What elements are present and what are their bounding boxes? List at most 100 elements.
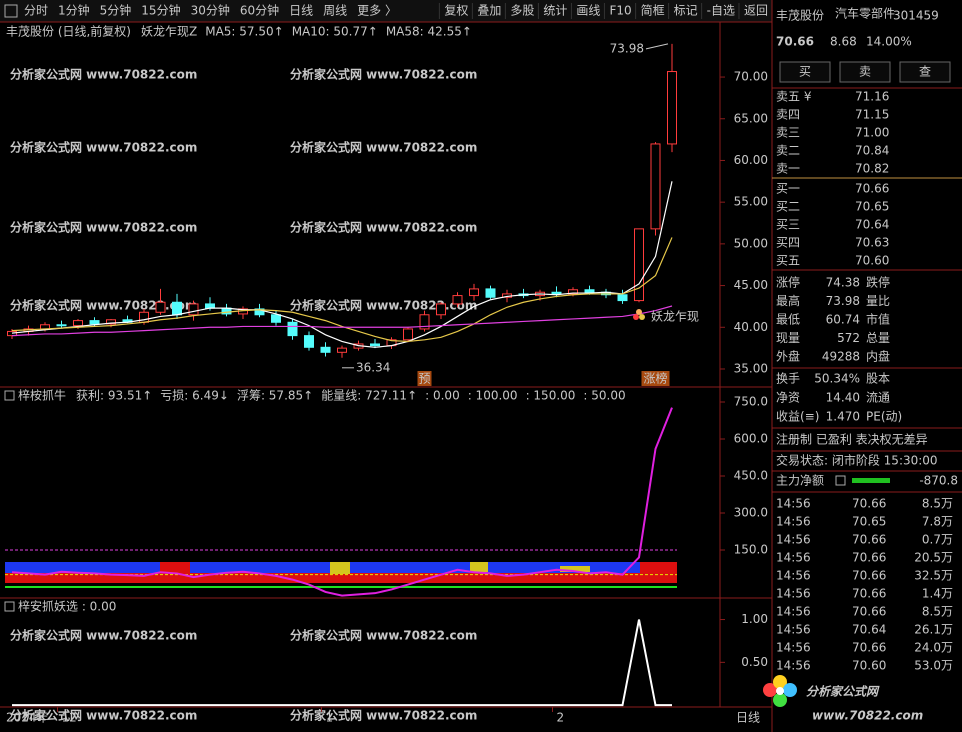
band (640, 562, 677, 583)
marker: 涨榜 (643, 371, 667, 386)
trade-time: 14:56 (776, 551, 811, 565)
candle-body (617, 294, 628, 302)
flow-label: 主力净额 (776, 474, 824, 488)
legend-item: 能量线: 727.11↑ (321, 389, 417, 403)
toolbar-button[interactable]: 15分钟 (141, 3, 180, 18)
legend-item: : 0.00 (425, 389, 460, 403)
toolbar-button[interactable]: F10 (609, 4, 631, 18)
legend-item: : 100.00 (468, 389, 518, 403)
toolbar-button[interactable]: 叠加 (477, 4, 501, 18)
y-tick-label: 0.50 (741, 655, 768, 669)
toolbar-button[interactable]: 多股 (510, 4, 534, 18)
trade-button-label[interactable]: 买 (799, 65, 811, 79)
stat-value: 60.74 (826, 313, 860, 327)
toolbar-button[interactable]: 更多 〉 (357, 4, 397, 18)
watermark: 分析家公式网 www.70822.com (290, 220, 477, 235)
trade-button-label[interactable]: 查 (919, 65, 931, 79)
legend-item: MA10: 50.77↑ (292, 25, 378, 39)
stat-label: 现量 (776, 331, 800, 345)
watermark: 分析家公式网 www.70822.com (10, 220, 197, 235)
candle-body (436, 303, 446, 316)
candle-body (89, 320, 100, 325)
candle-body (287, 321, 298, 337)
order-label: 买一 (776, 182, 800, 196)
watermark: 分析家公式网 www.70822.com (10, 628, 197, 643)
trade-button-label[interactable]: 卖 (859, 65, 871, 79)
order-label: 卖二 (776, 144, 800, 158)
legend-item: 浮筹: 57.85↑ (237, 389, 313, 403)
toolbar-button[interactable]: -自选 (707, 4, 735, 18)
toolbar-button[interactable]: 5分钟 (100, 3, 132, 18)
trade-time: 14:56 (776, 515, 811, 529)
trade-time: 14:56 (776, 623, 811, 637)
legend-item: : 50.00 (583, 389, 625, 403)
trade-volume: 1.4万 (922, 587, 953, 601)
order-label: 卖四 (776, 108, 800, 122)
candle-body (172, 301, 182, 316)
watermark: 分析家公式网 www.70822.com (290, 67, 477, 82)
toolbar-button[interactable]: 统计 (543, 4, 567, 18)
stat-value: 572 (837, 331, 860, 345)
toolbar-button[interactable]: 标记 (674, 4, 698, 18)
trade-button[interactable] (899, 61, 951, 83)
toolbar-button[interactable]: 分时 (24, 4, 48, 18)
trade-price: 70.66 (852, 569, 886, 583)
trade-price: 70.60 (852, 659, 886, 673)
trade-price: 70.66 (852, 641, 886, 655)
watermark: 分析家公式网 www.70822.com (290, 628, 477, 643)
toolbar-button[interactable]: 画线 (576, 4, 600, 18)
legend-item: MA5: 57.50↑ (205, 25, 283, 39)
change-pct: 14.00% (866, 35, 912, 49)
signal-icon (639, 314, 645, 320)
trade-price: 70.66 (852, 605, 886, 619)
panel-icon[interactable] (4, 390, 15, 401)
toolbar-button[interactable]: 60分钟 (240, 3, 279, 18)
candle-body (271, 314, 281, 323)
toolbar-button[interactable]: 简框 (641, 4, 665, 18)
candle-body (634, 228, 644, 302)
candle-body (584, 289, 595, 293)
toolbar-button[interactable]: 复权 (444, 4, 468, 18)
order-price: 70.60 (855, 254, 889, 268)
logo-url: www.70822.com (812, 709, 923, 723)
toolbar-button[interactable]: 1分钟 (58, 3, 90, 18)
candle-body (403, 328, 413, 341)
panel-icon[interactable] (4, 601, 15, 612)
watermarks: 分析家公式网 www.70822.com 分析家公式网 www.70822.com… (10, 67, 477, 723)
toolbar-button[interactable]: 30分钟 (191, 3, 230, 18)
panel-title: 梓安抓妖选 : 0.00 (18, 599, 116, 614)
logo-icon (773, 693, 787, 707)
toolbar-button[interactable]: 返回 (744, 4, 768, 18)
watermark: 分析家公式网 www.70822.com (10, 708, 197, 723)
flow-value: -870.8 (919, 474, 958, 488)
series-line (12, 619, 672, 707)
y-tick-label: 750.0 (734, 394, 768, 408)
stat-label: 最高 (776, 293, 800, 308)
tags: 注册制 已盈利 表决权无差异 (776, 432, 928, 447)
trade-time: 14:56 (776, 533, 811, 547)
order-price: 70.65 (855, 200, 889, 214)
toolbar-button[interactable]: 日线 (289, 4, 313, 18)
trade-price: 70.66 (852, 587, 886, 601)
trade-volume: 24.0万 (914, 641, 953, 655)
trade-volume: 0.7万 (922, 533, 953, 547)
trade-price: 70.66 (852, 533, 886, 547)
band (5, 573, 677, 583)
order-label: 买四 (776, 236, 800, 250)
watermark: 分析家公式网 www.70822.com (10, 67, 197, 82)
trade-button[interactable] (779, 61, 831, 83)
trade-button[interactable] (839, 61, 891, 83)
watermark: 分析家公式网 www.70822.com (290, 298, 477, 313)
stat-label: 涨停 (776, 275, 800, 290)
ma-line (11, 181, 673, 348)
trade-volume: 32.5万 (914, 569, 953, 583)
trade-volume: 8.5万 (922, 605, 953, 619)
logo-icon (776, 687, 784, 695)
watermark: 分析家公式网 www.70822.com (290, 708, 477, 723)
stat-value: 50.34% (814, 372, 860, 386)
marker-box (417, 371, 432, 386)
toolbar-button[interactable]: 周线 (323, 4, 347, 18)
menu-icon[interactable] (4, 4, 18, 18)
period-label: 日线 (736, 711, 760, 725)
